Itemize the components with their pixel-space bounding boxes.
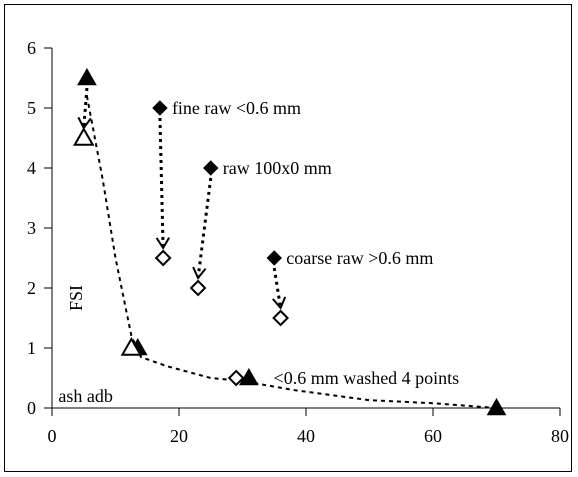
arrow-shaft: [82, 87, 89, 129]
markers-group: [73, 67, 507, 416]
y-tick-label: 3: [27, 218, 36, 238]
annotation-label: coarse raw >0.6 mm: [286, 248, 433, 268]
chart-frame: [4, 4, 572, 472]
x-tick-label: 60: [424, 426, 442, 446]
x-tick-label: 20: [170, 426, 188, 446]
y-axis-title: FSI: [66, 285, 86, 311]
annotation-label: ash adb: [58, 386, 112, 406]
filled-diamond-point: [152, 100, 168, 116]
open-diamond-point: [272, 309, 290, 327]
filled-diamond-point: [266, 250, 282, 266]
x-tick-label: 40: [297, 426, 315, 446]
annotation-label: <0.6 mm washed 4 points: [274, 368, 460, 388]
arrow-head: [272, 296, 287, 310]
arrow-head: [155, 237, 171, 250]
annotation-label: raw 100x0 mm: [223, 158, 332, 178]
y-tick-label: 1: [27, 338, 36, 358]
filled-triangle-point: [486, 397, 507, 416]
filled-triangle-point: [77, 67, 97, 86]
x-tick-label: 0: [48, 426, 57, 446]
y-tick-label: 0: [27, 398, 36, 418]
y-tick-label: 6: [27, 38, 36, 58]
y-tick-label: 2: [27, 278, 36, 298]
annotations-group: fine raw <0.6 mm raw 100x0 mm coarse raw >…: [58, 98, 459, 406]
arrows-group: [77, 87, 287, 310]
arrow-head: [192, 266, 207, 280]
open-triangle-point: [120, 336, 143, 356]
filled-triangle-point: [238, 367, 259, 386]
y-tick-label: 5: [27, 98, 36, 118]
annotation-label: fine raw <0.6 mm: [172, 98, 301, 118]
x-tick-label: 80: [551, 426, 569, 446]
y-tick-label: 4: [27, 158, 36, 178]
arrow-shaft: [158, 117, 165, 249]
open-triangle-point: [73, 126, 95, 146]
open-diamond-point: [154, 249, 172, 267]
filled-diamond-point: [203, 160, 219, 176]
open-diamond-point: [227, 369, 245, 387]
arrow-shaft: [196, 177, 213, 279]
open-diamond-point: [189, 279, 207, 297]
